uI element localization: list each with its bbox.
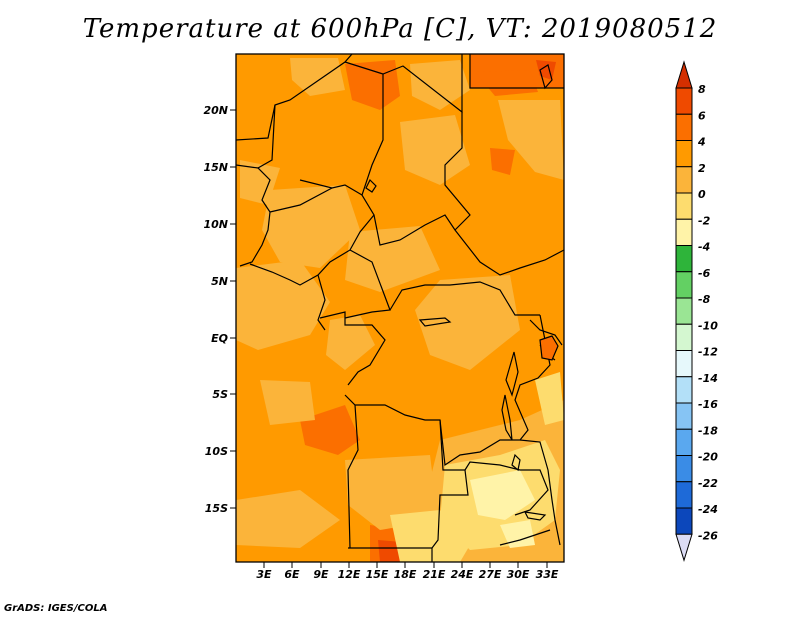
colorbar-segment (675, 192, 693, 220)
colorbar-label: -24 (698, 503, 718, 516)
colorbar-segment (675, 140, 693, 168)
colorbar-label: -4 (698, 241, 710, 254)
colorbar-label: -14 (698, 372, 718, 385)
lon-label: 15E (366, 568, 389, 581)
lat-label: 5N (211, 275, 228, 288)
colorbar-label: 8 (698, 83, 706, 96)
map-frame (235, 53, 565, 563)
lon-label: 24E (451, 568, 474, 581)
colorbar-label: 0 (698, 188, 706, 201)
colorbar-label: -26 (698, 529, 718, 542)
colorbar-label: -8 (698, 293, 711, 306)
colorbar-segment (675, 245, 693, 273)
longitude-axis: 3E 6E 9E 12E 15E 18E 21E 24E 27E 30E 33E (256, 562, 559, 581)
lon-label: 21E (423, 568, 446, 581)
colorbar-segment (675, 507, 693, 535)
colorbar-segment (675, 113, 693, 141)
lat-label: 10S (205, 445, 228, 458)
colorbar-segment (675, 166, 693, 194)
lat-label: 20N (203, 104, 228, 117)
lat-label: 5S (212, 388, 228, 401)
lon-label: 27E (479, 568, 502, 581)
temperature-field (236, 54, 564, 562)
colorbar-segment (675, 218, 693, 246)
colorbar-segment (675, 376, 693, 404)
lon-label: 30E (507, 568, 530, 581)
lat-label: 10N (203, 218, 228, 231)
lat-label: 15N (203, 161, 228, 174)
colorbar-segment (675, 350, 693, 378)
chart-title: Temperature at 600hPa [C], VT: 201908051… (82, 14, 718, 44)
colorbar-label: 6 (698, 109, 706, 122)
credit-text: GrADS: IGES/COLA (4, 603, 108, 614)
colorbar-label: -20 (698, 451, 718, 464)
lon-label: 6E (284, 568, 300, 581)
colorbar-bottom-arrow (675, 533, 693, 562)
lat-label: 15S (205, 502, 228, 515)
lat-label: EQ (211, 332, 228, 345)
latitude-axis: 20N 15N 10N 5N EQ 5S 10S 15S (203, 104, 236, 515)
lon-label: 3E (256, 568, 272, 581)
colorbar-label: -10 (698, 319, 718, 332)
lon-label: 33E (536, 568, 559, 581)
colorbar-label: 2 (698, 162, 706, 175)
colorbar-label: -18 (698, 424, 718, 437)
colorbar-label: 4 (697, 136, 706, 149)
lon-label: 9E (313, 568, 329, 581)
country-borders (236, 54, 564, 562)
colorbar-label: -2 (698, 214, 711, 227)
colorbar-label: -22 (698, 477, 718, 490)
colorbar-segment (675, 323, 693, 351)
colorbar-segment (675, 455, 693, 483)
colorbar-segment (675, 481, 693, 509)
colorbar-segment (675, 297, 693, 325)
colorbar-top-arrow (675, 60, 693, 89)
colorbar-segment (675, 428, 693, 456)
colorbar-label: -6 (698, 267, 711, 280)
colorbar-segment (675, 87, 693, 115)
lon-label: 18E (394, 568, 417, 581)
colorbar-label: -16 (698, 398, 718, 411)
lakes (365, 64, 559, 521)
colorbar-segment (675, 402, 693, 430)
lon-label: 12E (338, 568, 361, 581)
colorbar: 8 6 4 2 0 -2 -4 -6 -8 -10 -12 -14 -16 -18 -20 -22 -24 -26 (675, 60, 718, 562)
colorbar-segment (675, 271, 693, 299)
colorbar-label: -12 (698, 346, 718, 359)
